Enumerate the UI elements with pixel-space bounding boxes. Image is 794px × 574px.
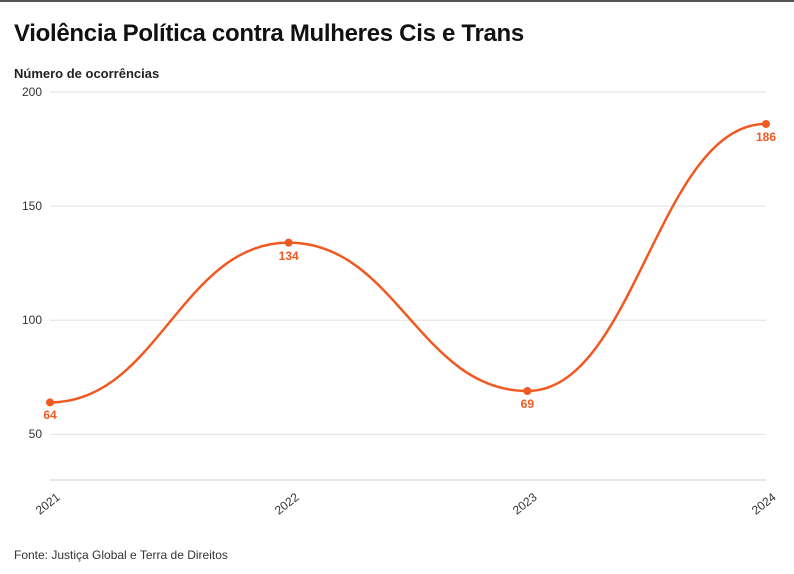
data-label: 64 <box>43 408 56 422</box>
y-tick-label: 50 <box>14 427 42 441</box>
chart-footer: Fonte: Justiça Global e Terra de Direito… <box>14 548 228 562</box>
data-label: 69 <box>521 397 534 411</box>
data-label: 186 <box>756 130 776 144</box>
data-label: 134 <box>279 249 299 263</box>
y-tick-label: 100 <box>14 313 42 327</box>
chart-subtitle: Número de ocorrências <box>14 66 159 81</box>
chart-svg <box>14 84 780 534</box>
chart-container: Violência Política contra Mulheres Cis e… <box>0 0 794 574</box>
y-tick-label: 200 <box>14 85 42 99</box>
y-tick-label: 150 <box>14 199 42 213</box>
chart-plot: 5010015020020212022202320246413469186 <box>14 84 780 534</box>
chart-title: Violência Política contra Mulheres Cis e… <box>14 20 524 48</box>
